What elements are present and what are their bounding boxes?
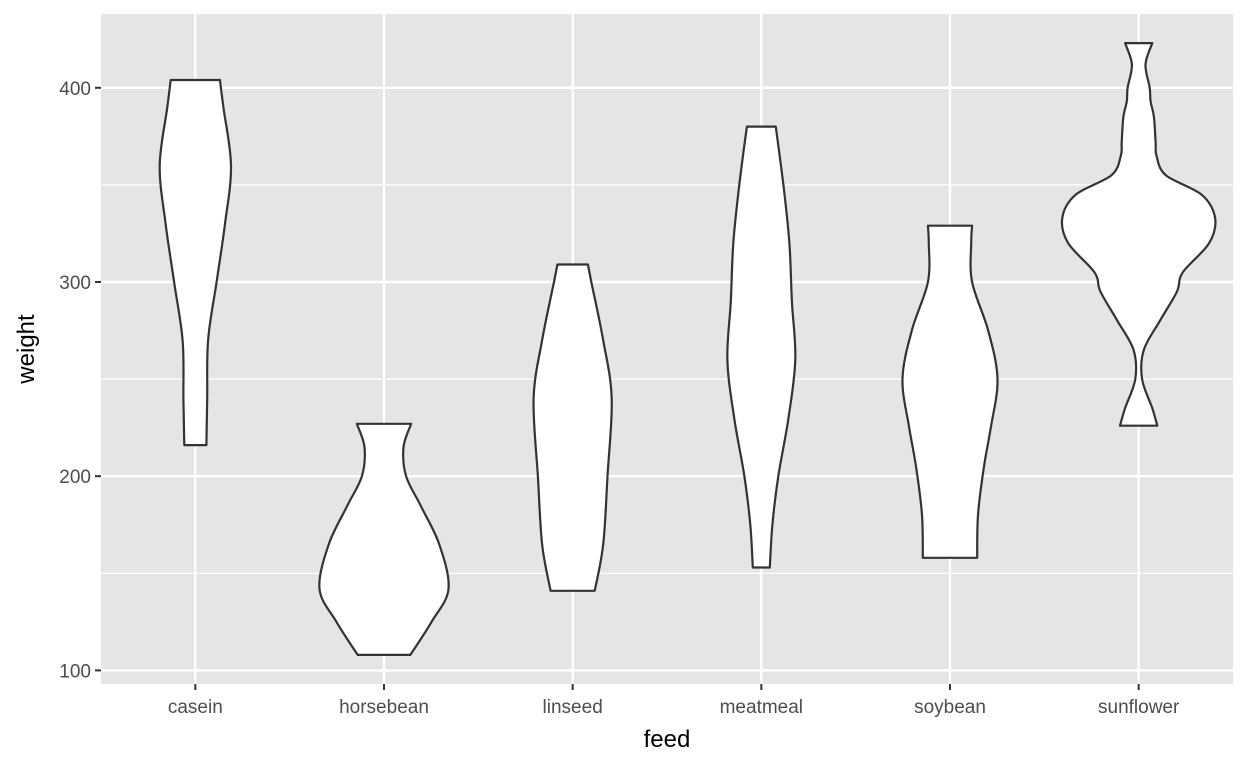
violin-soybean — [901, 224, 999, 559]
x-tick-label: soybean — [914, 697, 986, 718]
x-tick-label: casein — [168, 697, 223, 718]
x-axis-title: feed — [644, 726, 691, 753]
x-tick-label: meatmeal — [720, 697, 803, 718]
y-tick-label: 300 — [59, 273, 91, 294]
x-tick-label: linseed — [543, 697, 603, 718]
y-axis: 100 200 300 400 — [59, 79, 101, 682]
y-tick-label: 200 — [59, 467, 91, 488]
x-tick-label: sunflower — [1098, 697, 1180, 718]
violin-linseed — [532, 263, 613, 592]
minor-gridlines — [101, 184, 1233, 574]
violins — [158, 42, 1217, 656]
y-tick-label: 100 — [59, 661, 91, 682]
violin-casein — [158, 78, 233, 447]
plot-panel — [101, 14, 1233, 684]
violin-horsebean — [318, 422, 450, 656]
x-tick-label: horsebean — [339, 697, 429, 718]
y-axis-title: weight — [13, 314, 40, 385]
x-axis: casein horsebean linseed meatmeal soybean sun… — [168, 684, 1180, 718]
violin-sunflower — [1060, 42, 1217, 427]
y-tick-label: 400 — [59, 79, 91, 100]
violin-meatmeal — [726, 125, 797, 569]
